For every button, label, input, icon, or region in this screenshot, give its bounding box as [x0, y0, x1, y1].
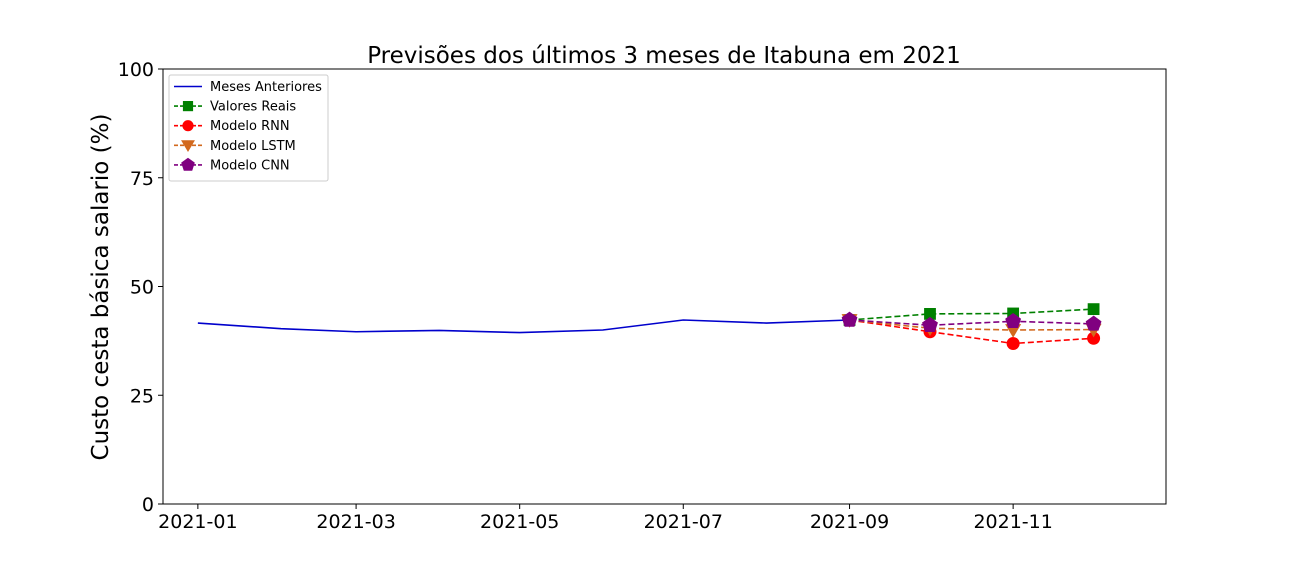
x-tick-label: 2021-05 [480, 511, 559, 533]
series-line [849, 319, 1094, 331]
data-point-square [1087, 303, 1100, 316]
chart-title: Previsões dos últimos 3 meses de Itabuna… [367, 43, 961, 69]
legend-label: Modelo CNN [210, 158, 290, 173]
y-tick-label: 25 [130, 385, 154, 407]
x-tick-label: 2021-07 [644, 511, 723, 533]
data-point-pentagon [922, 316, 938, 332]
data-point-pentagon [1085, 315, 1102, 331]
data-point-pentagon [841, 311, 858, 327]
legend-entry: Modelo CNN [174, 157, 290, 173]
series-modelo-rnn [843, 313, 1101, 350]
series-line [849, 319, 1094, 327]
legend-marker [182, 101, 194, 112]
series-meses-anteriores [197, 319, 850, 334]
legend-marker [181, 157, 195, 171]
x-tick-label: 2021-01 [158, 511, 237, 533]
legend: Meses Anteriores Valores Reais Modelo RNN M… [168, 74, 329, 182]
y-tick-label: 0 [142, 494, 154, 516]
series-line [197, 319, 850, 334]
series-modelo-cnn [841, 311, 1102, 332]
x-tick-label: 2021-03 [316, 511, 395, 533]
legend-entry: Modelo RNN [174, 119, 290, 134]
legend-label: Modelo LSTM [210, 139, 296, 154]
x-tick-label: 2021-11 [973, 511, 1052, 533]
data-point-pentagon [1005, 312, 1022, 329]
legend-box [168, 74, 329, 182]
legend-entry: Valores Reais [174, 100, 296, 115]
y-tick-label: 50 [130, 277, 154, 299]
data-point-circle [1006, 336, 1020, 350]
legend-marker [181, 140, 195, 153]
legend-label: Meses Anteriores [210, 80, 322, 95]
legend-marker [182, 120, 194, 132]
series-layer [197, 303, 1102, 350]
x-tick-label: 2021-09 [810, 511, 889, 533]
series-line [849, 319, 1094, 345]
legend-entry: Meses Anteriores [174, 80, 322, 95]
y-tick-label: 100 [118, 59, 154, 81]
series-line [849, 308, 1094, 321]
y-axis-label: Custo cesta básica salario (%) [88, 114, 114, 461]
axes: 0 25 50 75 100 2021-01 2021-03 2021-05 2021-07 20… [118, 59, 1167, 533]
legend-label: Modelo RNN [210, 119, 290, 134]
legend-entry: Modelo LSTM [174, 139, 296, 154]
y-tick-label: 75 [130, 168, 154, 190]
legend-label: Valores Reais [210, 100, 296, 115]
